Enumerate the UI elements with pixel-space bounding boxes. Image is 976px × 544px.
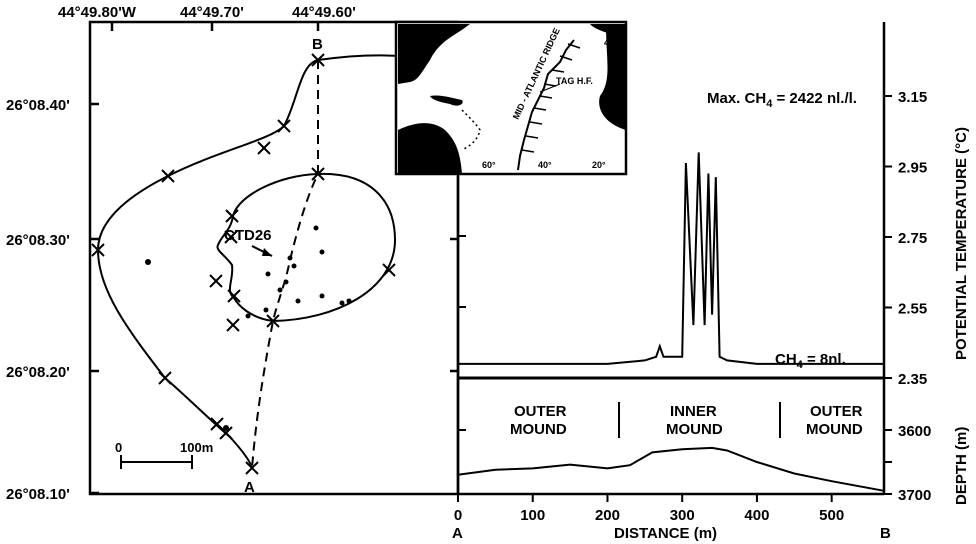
map-panel: 44°49.80'W 44°49.70' 44°49.60' 26°08.40'… — [6, 4, 460, 503]
temp-ytick-label: 2.35 — [898, 371, 927, 388]
section-outer-1-line2: MOUND — [510, 421, 567, 438]
section-outer-1-line1: OUTER — [514, 403, 567, 420]
station-markers — [91, 53, 396, 475]
depth-yticks: 3600 3700 — [884, 423, 931, 504]
depth-axis-title: DEPTH (m) — [953, 427, 970, 505]
lon-label-3: 44°49.60' — [292, 4, 356, 21]
inset-coast-dotted — [461, 109, 481, 151]
temp-yticks: 2.35 2.55 2.75 2.95 3.15 — [884, 89, 927, 388]
inset-land-europe — [590, 24, 626, 38]
inner-mound-contour — [216, 172, 397, 323]
bathymetry-curve — [457, 446, 885, 492]
inset-land-south-america — [398, 123, 462, 174]
max-ch4-label: Max. CH4 = 2422 nl./l. — [707, 90, 857, 110]
inset-land-north-america — [398, 24, 470, 84]
lat-label-1: 26°08.40' — [6, 97, 70, 114]
point-a-label: A — [244, 479, 255, 496]
inset-lat-40: 40° — [604, 38, 618, 48]
profile-panel: 2.35 2.55 2.75 2.95 3.15 3600 3700 0 100 200 300… — [452, 22, 970, 542]
inset-site-label: TAG H.F. — [556, 76, 593, 86]
sample-dots — [145, 225, 352, 431]
section-outer-2-line1: OUTER — [810, 403, 863, 420]
distance-xtick-label: 300 — [670, 507, 695, 524]
depth-ytick-label: 3600 — [898, 423, 931, 440]
section-inner-line1: INNER — [670, 403, 717, 420]
station-label: CTD26 — [224, 227, 272, 244]
inset-lon-20: 20° — [592, 160, 606, 170]
lon-label-1: 44°49.80'W — [58, 4, 137, 21]
inset-land-caribbean — [430, 95, 463, 106]
profile-a-label: A — [452, 525, 463, 542]
inset-ridge — [517, 39, 575, 171]
lon-ticks — [110, 22, 320, 31]
distance-xticks: 0 100 200 300 400 500 — [454, 494, 844, 524]
inset-lat-20: 20° — [604, 102, 618, 112]
temperature-axis-title: POTENTIAL TEMPERATURE (°C) — [953, 127, 970, 360]
section-inner-line2: MOUND — [666, 421, 723, 438]
inset-lon-80: 80° — [426, 160, 440, 170]
distance-xtick-label: 200 — [595, 507, 620, 524]
distance-axis-title: DISTANCE (m) — [614, 525, 717, 542]
lat-label-4: 26°08.10' — [6, 486, 70, 503]
station-arrowhead — [262, 248, 272, 256]
temp-ytick-label: 3.15 — [898, 89, 927, 106]
temp-ytick-label: 2.95 — [898, 160, 927, 177]
inset-lon-60: 60° — [482, 160, 496, 170]
scale-zero: 0 — [115, 440, 122, 455]
lat-label-2: 26°08.30' — [6, 232, 70, 249]
inset-map: MID - ATLANTIC RIDGE TAG H.F. 40° 20° 80… — [394, 20, 628, 176]
temperature-curve — [458, 152, 884, 365]
distance-xtick-label: 400 — [744, 507, 769, 524]
point-b-label: B — [312, 36, 323, 53]
section-outer-2-line2: MOUND — [806, 421, 863, 438]
outer-mound-contour — [96, 54, 401, 469]
depth-ytick-label: 3700 — [898, 487, 931, 504]
dashed-track — [251, 60, 319, 469]
distance-xtick-label: 0 — [454, 507, 462, 524]
distance-xtick-label: 500 — [819, 507, 844, 524]
inset-lon-40: 40° — [538, 160, 552, 170]
inset-land-africa — [599, 24, 626, 130]
distance-xtick-label: 100 — [520, 507, 545, 524]
scale-bar: 0 100m — [115, 440, 213, 469]
lon-label-2: 44°49.70' — [180, 4, 244, 21]
lat-label-3: 26°08.20' — [6, 364, 70, 381]
temp-ytick-label: 2.75 — [898, 230, 927, 247]
base-ch4-label: CH4 = 8nl. — [775, 351, 846, 371]
temp-ytick-label: 2.55 — [898, 301, 927, 318]
profile-b-label: B — [880, 525, 891, 542]
scale-label: 100m — [180, 440, 213, 455]
